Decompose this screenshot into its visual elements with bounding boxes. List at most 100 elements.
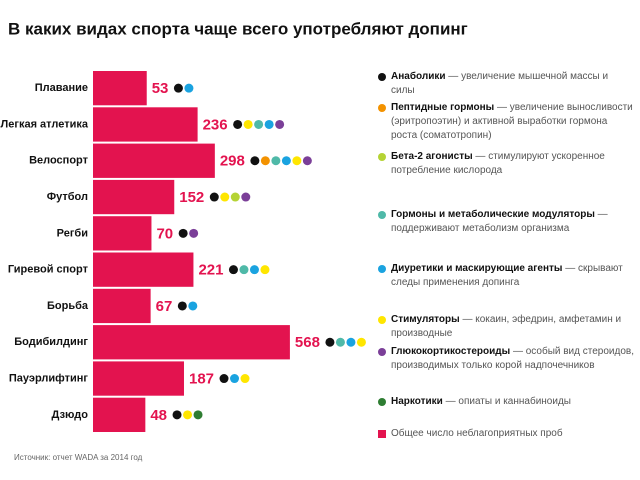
legend-description: — поддерживают метаболизм организма bbox=[391, 209, 608, 234]
legend-marker bbox=[378, 316, 386, 324]
substance-dot bbox=[356, 337, 366, 347]
value-label: 152 bbox=[179, 189, 204, 206]
category-label: Регби bbox=[57, 227, 88, 239]
source: Источник: отчет WADA за 2014 год bbox=[14, 453, 143, 462]
substance-dot bbox=[260, 265, 270, 275]
legend-entry: Гормоны и метаболические модуляторы — по… bbox=[376, 208, 634, 236]
legend-marker bbox=[378, 104, 386, 112]
legend-name: Бета-2 агонисты bbox=[391, 151, 473, 162]
substance-dot bbox=[325, 337, 335, 347]
bar bbox=[93, 143, 215, 178]
legend-entry: Общее число неблагоприятных проб bbox=[376, 427, 634, 441]
legend-description: — кокаин, эфедрин, амфетамин и производн… bbox=[391, 314, 622, 339]
substance-dot bbox=[346, 337, 356, 347]
substance-dot bbox=[209, 192, 219, 202]
substance-dot bbox=[302, 156, 312, 166]
value-label: 236 bbox=[203, 116, 228, 133]
legend-marker bbox=[378, 430, 386, 438]
legend-description: — скрывают следы применения допинга bbox=[391, 263, 623, 288]
substance-dot bbox=[239, 265, 249, 275]
legend-marker bbox=[378, 211, 386, 219]
category-label: Гиревой спорт bbox=[8, 264, 89, 276]
substance-dot bbox=[183, 410, 193, 420]
substance-dot bbox=[184, 83, 194, 93]
bar bbox=[93, 252, 194, 287]
legend-marker bbox=[378, 265, 386, 273]
substance-dot bbox=[260, 156, 270, 166]
legend-marker bbox=[378, 153, 386, 161]
substance-dot bbox=[271, 156, 281, 166]
legend-description: — опиаты и каннабиноиды bbox=[445, 396, 571, 407]
substance-dot bbox=[188, 301, 198, 311]
category-label: Плавание bbox=[35, 82, 88, 94]
substance-dot bbox=[219, 374, 229, 384]
legend-description: — особый вид стероидов, производимых тол… bbox=[391, 346, 634, 371]
substance-dot bbox=[250, 156, 260, 166]
category-label: Дзюдо bbox=[51, 409, 88, 421]
chart-title: В каких видах спорта чаще всего употребл… bbox=[8, 19, 468, 38]
substance-dot bbox=[264, 119, 274, 129]
value-label: 48 bbox=[150, 407, 167, 424]
substance-dot bbox=[189, 228, 199, 238]
value-label: 298 bbox=[220, 153, 245, 170]
legend-entry: Глюкокортикостероиды — особый вид стерои… bbox=[376, 345, 634, 373]
legend-marker bbox=[378, 348, 386, 356]
substance-dot bbox=[177, 301, 187, 311]
substance-dot bbox=[230, 374, 240, 384]
legend-name: Пептидные гормоны bbox=[391, 102, 495, 113]
substance-dot bbox=[292, 156, 302, 166]
legend-name: Анаболики bbox=[391, 71, 446, 82]
legend-entry: Анаболики — увеличение мышечной массы и … bbox=[376, 70, 634, 98]
substance-dot bbox=[243, 119, 253, 129]
bar bbox=[93, 216, 152, 251]
legend-name: Наркотики bbox=[391, 396, 443, 407]
substance-dot bbox=[240, 374, 250, 384]
legend-entry: Стимуляторы — кокаин, эфедрин, амфетамин… bbox=[376, 313, 634, 341]
substance-dot bbox=[178, 228, 188, 238]
legend-entry: Наркотики — опиаты и каннабиноиды bbox=[376, 395, 634, 409]
substance-dot bbox=[228, 265, 238, 275]
value-label: 187 bbox=[189, 371, 214, 388]
legend-entry: Диуретики и маскирующие агенты — скрываю… bbox=[376, 262, 634, 290]
legend-name: Диуретики и маскирующие агенты bbox=[391, 263, 563, 274]
legend-name: Глюкокортикостероиды bbox=[391, 346, 511, 357]
value-label: 67 bbox=[156, 298, 173, 315]
legend-entry: Пептидные гормоны — увеличение выносливо… bbox=[376, 101, 634, 143]
substance-dot bbox=[233, 119, 243, 129]
substance-dot bbox=[249, 265, 259, 275]
category-label: Бодибилдинг bbox=[14, 336, 88, 348]
legend-marker bbox=[378, 398, 386, 406]
bar bbox=[93, 325, 290, 360]
substance-dot bbox=[335, 337, 345, 347]
legend-description: — увеличение мышечной массы и силы bbox=[391, 71, 609, 96]
category-label: Легкая атлетика bbox=[1, 118, 89, 130]
legend-description: — увеличение выносливости (эритропоэтин)… bbox=[391, 102, 633, 141]
legend-name: Гормоны и метаболические модуляторы bbox=[391, 209, 595, 220]
substance-dot bbox=[275, 119, 285, 129]
substance-dot bbox=[254, 119, 264, 129]
bar bbox=[93, 107, 198, 142]
substance-dot bbox=[193, 410, 203, 420]
substance-dot bbox=[173, 83, 183, 93]
legend-name: Общее число неблагоприятных проб bbox=[391, 428, 563, 439]
bar bbox=[93, 397, 146, 432]
bar bbox=[93, 179, 175, 215]
substance-dot bbox=[230, 192, 240, 202]
legend-name: Стимуляторы bbox=[391, 314, 460, 325]
value-label: 568 bbox=[295, 334, 320, 351]
value-label: 70 bbox=[156, 225, 173, 242]
bar bbox=[93, 71, 147, 106]
value-label: 53 bbox=[152, 80, 169, 97]
category-label: Борьба bbox=[47, 300, 89, 312]
value-label: 221 bbox=[198, 262, 223, 279]
substance-dot bbox=[172, 410, 182, 420]
category-label: Пауэрлифтинг bbox=[9, 372, 89, 384]
legend-description: — стимулируют ускоренное потребление кис… bbox=[391, 151, 605, 176]
substance-dot bbox=[281, 156, 291, 166]
category-label: Футбол bbox=[47, 191, 88, 203]
bar bbox=[93, 361, 184, 396]
legend-marker bbox=[378, 73, 386, 81]
substance-dot bbox=[220, 192, 230, 202]
